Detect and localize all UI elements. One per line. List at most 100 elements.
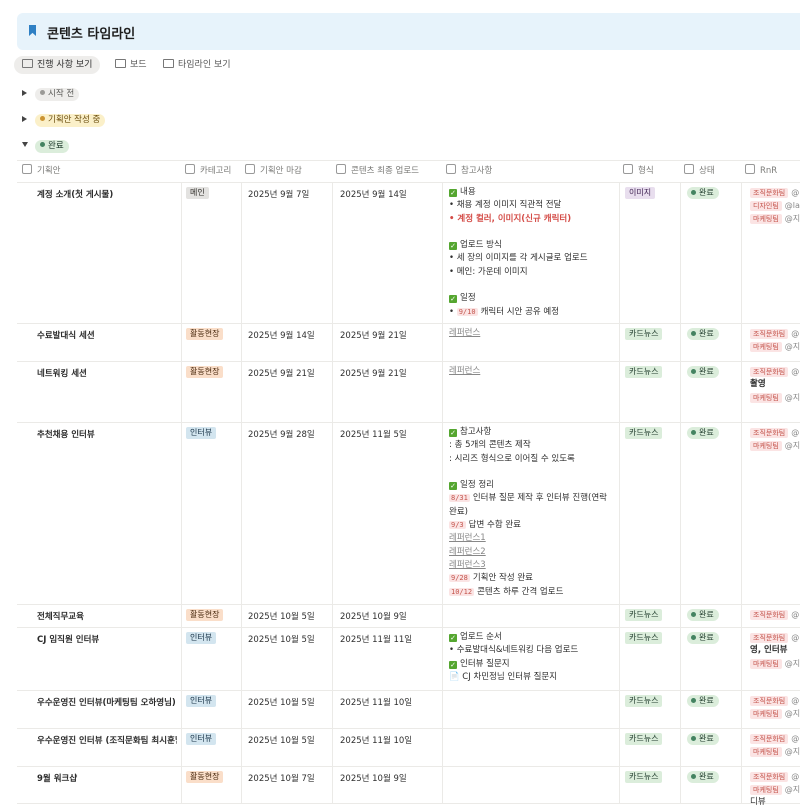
category-cell[interactable]: 활동현장 xyxy=(186,328,224,340)
mention[interactable]: @ xyxy=(791,633,800,642)
tab-board[interactable]: 보드 xyxy=(107,56,149,74)
notes-cell[interactable]: ✓ 업로드 순서 • 수료발대식&네트워킹 다음 업로드 ✓ 인터뷰 질문지 📄 CJ 차… xyxy=(449,631,578,684)
format-cell[interactable]: 카드뉴스 xyxy=(625,632,663,644)
status-cell[interactable]: 완료 xyxy=(687,632,719,644)
upload-date[interactable]: 2025년 10월 9일 xyxy=(340,612,407,622)
reference-link[interactable]: 레퍼런스1 xyxy=(449,533,486,544)
upload-date[interactable]: 2025년 11월 5일 xyxy=(340,430,407,440)
status-cell[interactable]: 완료 xyxy=(687,609,719,621)
notes-cell[interactable]: ✓ 참고사항: 총 5개의 콘텐츠 제작: 시리즈 형식으로 이어질 수 있도록 ✓… xyxy=(449,426,607,599)
deadline-date[interactable]: 2025년 10월 7일 xyxy=(248,774,315,784)
notes-cell[interactable]: ✓ 내용 • 채용 계정 이미지 직관적 전달 • 계정 컬러, 이미지(신규 캐릭터… xyxy=(449,186,588,319)
group-toggle[interactable]: 완료 xyxy=(22,139,69,153)
upload-date[interactable]: 2025년 10월 9일 xyxy=(340,774,407,784)
format-cell[interactable]: 카드뉴스 xyxy=(625,609,663,621)
upload-date[interactable]: 2025년 9월 21일 xyxy=(340,369,407,379)
status-cell[interactable]: 완료 xyxy=(687,328,719,340)
deadline-date[interactable]: 2025년 10월 5일 xyxy=(248,698,315,708)
status-cell[interactable]: 완료 xyxy=(687,187,719,199)
upload-date[interactable]: 2025년 9월 21일 xyxy=(340,331,407,341)
mention[interactable]: @지 xyxy=(784,785,800,794)
tab-table[interactable]: 진행 사항 보기 xyxy=(14,56,100,74)
category-cell[interactable]: 인터뷰 xyxy=(186,632,217,644)
mention[interactable]: @ xyxy=(791,367,800,376)
category-cell[interactable]: 활동현장 xyxy=(186,771,224,783)
format-cell[interactable]: 카드뉴스 xyxy=(625,733,663,745)
reference-link[interactable]: 레퍼런스 xyxy=(449,328,481,338)
reference-link[interactable]: 레퍼런스2 xyxy=(449,546,486,557)
format-cell[interactable]: 카드뉴스 xyxy=(625,366,663,378)
row-title[interactable]: CJ 임직원 인터뷰 xyxy=(37,635,100,645)
mention[interactable]: @지 xyxy=(784,747,800,756)
mention[interactable]: @ xyxy=(791,188,800,197)
category-cell[interactable]: 메인 xyxy=(186,187,209,199)
category-cell[interactable]: 인터뷰 xyxy=(186,427,217,439)
status-cell[interactable]: 완료 xyxy=(687,771,719,783)
reference-link[interactable]: 레퍼런스 xyxy=(449,366,481,376)
deadline-date[interactable]: 2025년 10월 5일 xyxy=(248,736,315,746)
format-cell[interactable]: 카드뉴스 xyxy=(625,328,663,340)
mention[interactable]: @ xyxy=(791,696,800,705)
row-title[interactable]: 수료발대식 세션 xyxy=(37,331,95,341)
deadline-date[interactable]: 2025년 9월 7일 xyxy=(248,190,310,200)
rnr-cell[interactable]: 조직문화팀 @ 마케팅팀 @지 디뷰 xyxy=(750,770,800,809)
rnr-cell[interactable]: 조직문화팀 @ 마케팅팀 @지 xyxy=(750,327,800,353)
row-title[interactable]: 우수운영진 인터뷰 (조직문화팀 최시훈님 xyxy=(37,736,177,746)
rnr-cell[interactable]: 조직문화팀 @ 마케팅팀 @지 xyxy=(750,732,800,758)
rnr-cell[interactable]: 조직문화팀 @ 디자인팀 @la 마케팅팀 @지 xyxy=(750,186,800,225)
deadline-date[interactable]: 2025년 9월 28일 xyxy=(248,430,315,440)
column-header[interactable]: RnR xyxy=(745,160,777,182)
caret-right-icon[interactable] xyxy=(22,90,27,96)
rnr-cell[interactable]: 조직문화팀 @ xyxy=(750,608,799,621)
format-cell[interactable]: 카드뉴스 xyxy=(625,427,663,439)
mention[interactable]: @ xyxy=(791,329,800,338)
status-cell[interactable]: 완료 xyxy=(687,733,719,745)
column-header[interactable]: 기획안 xyxy=(22,160,60,182)
reference-link[interactable]: 레퍼런스3 xyxy=(449,559,486,570)
notes-cell[interactable]: 레퍼런스 xyxy=(449,327,480,340)
upload-date[interactable]: 2025년 11월 10일 xyxy=(340,736,413,746)
category-cell[interactable]: 활동현장 xyxy=(186,609,224,621)
group-toggle[interactable]: 기획안 작성 중 xyxy=(22,113,106,127)
status-cell[interactable]: 완료 xyxy=(687,695,719,707)
column-header[interactable]: 상태 xyxy=(684,160,715,182)
upload-date[interactable]: 2025년 9월 14일 xyxy=(340,190,407,200)
note-text[interactable]: CJ 차민정님 인터뷰 질문지 xyxy=(462,671,558,682)
column-header[interactable]: 참고사항 xyxy=(446,160,492,182)
row-title[interactable]: 추천채용 인터뷰 xyxy=(37,430,95,440)
column-header[interactable]: 콘텐츠 최종 업로드 xyxy=(336,160,419,182)
row-title[interactable]: 계정 소개(첫 게시물) xyxy=(37,190,114,200)
deadline-date[interactable]: 2025년 10월 5일 xyxy=(248,635,315,645)
category-cell[interactable]: 활동현장 xyxy=(186,366,224,378)
mention[interactable]: @지 xyxy=(784,342,800,351)
category-cell[interactable]: 인터뷰 xyxy=(186,695,217,707)
notes-cell[interactable]: 레퍼런스 xyxy=(449,365,480,378)
rnr-cell[interactable]: 조직문화팀 @ 촬영 마케팅팀 @지 xyxy=(750,365,800,404)
caret-right-icon[interactable] xyxy=(22,116,27,122)
deadline-date[interactable]: 2025년 9월 21일 xyxy=(248,369,315,379)
row-title[interactable]: 9월 워크샵 xyxy=(37,774,78,784)
mention[interactable]: @지 xyxy=(784,393,800,402)
group-toggle[interactable]: 시작 전 xyxy=(22,87,80,101)
mention[interactable]: @지 xyxy=(784,709,800,718)
column-header[interactable]: 기획안 마감 xyxy=(245,160,302,182)
rnr-cell[interactable]: 조직문화팀 @ 영, 인터뷰 마케팅팀 @지 xyxy=(750,631,800,670)
tab-timeline[interactable]: 타임라인 보기 xyxy=(155,56,233,74)
mention[interactable]: @ xyxy=(791,772,800,781)
row-title[interactable]: 네트워킹 세션 xyxy=(37,369,87,379)
column-header[interactable]: 카테고리 xyxy=(185,160,231,182)
deadline-date[interactable]: 2025년 9월 14일 xyxy=(248,331,315,341)
category-cell[interactable]: 인터뷰 xyxy=(186,733,217,745)
status-cell[interactable]: 완료 xyxy=(687,366,719,378)
mention[interactable]: @지 xyxy=(784,214,800,223)
upload-date[interactable]: 2025년 11월 10일 xyxy=(340,698,413,708)
format-cell[interactable]: 카드뉴스 xyxy=(625,695,663,707)
format-cell[interactable]: 카드뉴스 xyxy=(625,771,663,783)
row-title[interactable]: 우수운영진 인터뷰(마케팅팀 오하영님) xyxy=(37,698,176,708)
row-title[interactable]: 전체직무교육 xyxy=(37,612,84,622)
mention[interactable]: @ xyxy=(791,610,800,619)
mention[interactable]: @ xyxy=(791,428,800,437)
rnr-cell[interactable]: 조직문화팀 @ 마케팅팀 @지 xyxy=(750,426,800,452)
mention[interactable]: @지 xyxy=(784,441,800,450)
mention[interactable]: @ xyxy=(791,734,800,743)
